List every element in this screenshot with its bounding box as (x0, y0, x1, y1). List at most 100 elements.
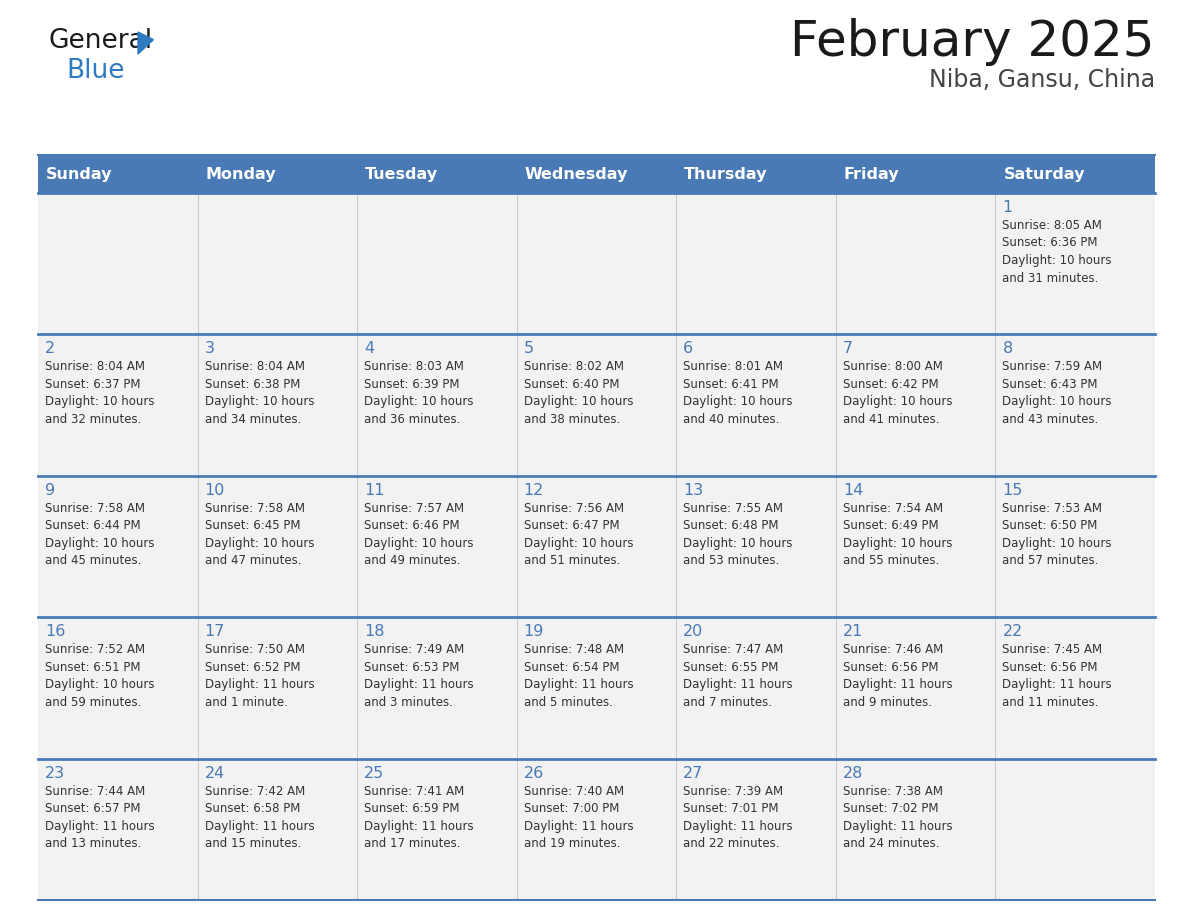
Bar (197, 193, 358, 334)
Text: 3: 3 (204, 341, 215, 356)
Bar (358, 617, 517, 758)
Text: Sunrise: 7:58 AM
Sunset: 6:44 PM
Daylight: 10 hours
and 45 minutes.: Sunrise: 7:58 AM Sunset: 6:44 PM Dayligh… (45, 502, 154, 567)
Bar (197, 155, 358, 193)
Bar (38, 193, 197, 334)
Text: Sunrise: 7:56 AM
Sunset: 6:47 PM
Daylight: 10 hours
and 51 minutes.: Sunrise: 7:56 AM Sunset: 6:47 PM Dayligh… (524, 502, 633, 567)
Bar (836, 758, 996, 900)
Bar (836, 617, 996, 758)
Text: 11: 11 (365, 483, 385, 498)
Bar (836, 334, 996, 476)
Text: Thursday: Thursday (684, 166, 767, 182)
Text: Sunday: Sunday (46, 166, 113, 182)
Bar (996, 193, 1155, 334)
Text: Niba, Gansu, China: Niba, Gansu, China (929, 68, 1155, 92)
Bar (38, 334, 197, 476)
Text: Sunrise: 7:41 AM
Sunset: 6:59 PM
Daylight: 11 hours
and 17 minutes.: Sunrise: 7:41 AM Sunset: 6:59 PM Dayligh… (365, 785, 474, 850)
Bar (517, 193, 676, 334)
Text: 26: 26 (524, 766, 544, 780)
Bar (676, 476, 836, 617)
Text: Sunrise: 7:55 AM
Sunset: 6:48 PM
Daylight: 10 hours
and 53 minutes.: Sunrise: 7:55 AM Sunset: 6:48 PM Dayligh… (683, 502, 792, 567)
Text: 9: 9 (45, 483, 55, 498)
Text: February 2025: February 2025 (790, 18, 1155, 66)
Text: 19: 19 (524, 624, 544, 639)
Text: Sunrise: 7:59 AM
Sunset: 6:43 PM
Daylight: 10 hours
and 43 minutes.: Sunrise: 7:59 AM Sunset: 6:43 PM Dayligh… (1003, 361, 1112, 426)
Bar (358, 476, 517, 617)
Text: Sunrise: 7:53 AM
Sunset: 6:50 PM
Daylight: 10 hours
and 57 minutes.: Sunrise: 7:53 AM Sunset: 6:50 PM Dayligh… (1003, 502, 1112, 567)
Text: 22: 22 (1003, 624, 1023, 639)
Bar (836, 155, 996, 193)
Text: Sunrise: 7:48 AM
Sunset: 6:54 PM
Daylight: 11 hours
and 5 minutes.: Sunrise: 7:48 AM Sunset: 6:54 PM Dayligh… (524, 644, 633, 709)
Text: Sunrise: 7:57 AM
Sunset: 6:46 PM
Daylight: 10 hours
and 49 minutes.: Sunrise: 7:57 AM Sunset: 6:46 PM Dayligh… (365, 502, 474, 567)
Bar (38, 476, 197, 617)
Bar (358, 193, 517, 334)
Bar (197, 617, 358, 758)
Text: Sunrise: 8:00 AM
Sunset: 6:42 PM
Daylight: 10 hours
and 41 minutes.: Sunrise: 8:00 AM Sunset: 6:42 PM Dayligh… (842, 361, 953, 426)
Text: Blue: Blue (67, 58, 125, 84)
Bar (197, 758, 358, 900)
Text: 13: 13 (683, 483, 703, 498)
Bar (676, 193, 836, 334)
Bar (836, 476, 996, 617)
Text: Sunrise: 7:52 AM
Sunset: 6:51 PM
Daylight: 10 hours
and 59 minutes.: Sunrise: 7:52 AM Sunset: 6:51 PM Dayligh… (45, 644, 154, 709)
Bar (358, 758, 517, 900)
Text: 17: 17 (204, 624, 225, 639)
Bar (517, 617, 676, 758)
Bar (996, 155, 1155, 193)
Bar (836, 193, 996, 334)
Bar (358, 155, 517, 193)
Bar (38, 758, 197, 900)
Text: Monday: Monday (206, 166, 276, 182)
Bar (517, 155, 676, 193)
Text: Sunrise: 7:45 AM
Sunset: 6:56 PM
Daylight: 11 hours
and 11 minutes.: Sunrise: 7:45 AM Sunset: 6:56 PM Dayligh… (1003, 644, 1112, 709)
Text: Sunrise: 8:03 AM
Sunset: 6:39 PM
Daylight: 10 hours
and 36 minutes.: Sunrise: 8:03 AM Sunset: 6:39 PM Dayligh… (365, 361, 474, 426)
Bar (996, 334, 1155, 476)
Text: Sunrise: 7:38 AM
Sunset: 7:02 PM
Daylight: 11 hours
and 24 minutes.: Sunrise: 7:38 AM Sunset: 7:02 PM Dayligh… (842, 785, 953, 850)
Text: Friday: Friday (843, 166, 899, 182)
Bar (676, 155, 836, 193)
Bar (517, 476, 676, 617)
Bar (676, 617, 836, 758)
Text: 7: 7 (842, 341, 853, 356)
Text: Sunrise: 7:40 AM
Sunset: 7:00 PM
Daylight: 11 hours
and 19 minutes.: Sunrise: 7:40 AM Sunset: 7:00 PM Dayligh… (524, 785, 633, 850)
Text: Tuesday: Tuesday (365, 166, 438, 182)
Text: 12: 12 (524, 483, 544, 498)
Text: 28: 28 (842, 766, 864, 780)
Bar (38, 155, 197, 193)
Text: 21: 21 (842, 624, 864, 639)
Text: 23: 23 (45, 766, 65, 780)
Text: 10: 10 (204, 483, 225, 498)
Text: Sunrise: 7:44 AM
Sunset: 6:57 PM
Daylight: 11 hours
and 13 minutes.: Sunrise: 7:44 AM Sunset: 6:57 PM Dayligh… (45, 785, 154, 850)
Text: Sunrise: 7:39 AM
Sunset: 7:01 PM
Daylight: 11 hours
and 22 minutes.: Sunrise: 7:39 AM Sunset: 7:01 PM Dayligh… (683, 785, 792, 850)
Text: 18: 18 (365, 624, 385, 639)
Text: 6: 6 (683, 341, 694, 356)
Text: 20: 20 (683, 624, 703, 639)
Bar (517, 758, 676, 900)
Text: 2: 2 (45, 341, 55, 356)
Text: General: General (48, 28, 152, 54)
Bar (996, 617, 1155, 758)
Text: Sunrise: 7:47 AM
Sunset: 6:55 PM
Daylight: 11 hours
and 7 minutes.: Sunrise: 7:47 AM Sunset: 6:55 PM Dayligh… (683, 644, 792, 709)
Text: 16: 16 (45, 624, 65, 639)
Text: 5: 5 (524, 341, 533, 356)
Text: 27: 27 (683, 766, 703, 780)
Text: 14: 14 (842, 483, 864, 498)
Bar (38, 617, 197, 758)
Text: 25: 25 (365, 766, 385, 780)
Bar (197, 476, 358, 617)
Text: Wednesday: Wednesday (525, 166, 628, 182)
Text: 24: 24 (204, 766, 225, 780)
Text: Saturday: Saturday (1004, 166, 1085, 182)
Text: Sunrise: 8:04 AM
Sunset: 6:38 PM
Daylight: 10 hours
and 34 minutes.: Sunrise: 8:04 AM Sunset: 6:38 PM Dayligh… (204, 361, 314, 426)
Bar (358, 334, 517, 476)
Text: Sunrise: 7:50 AM
Sunset: 6:52 PM
Daylight: 11 hours
and 1 minute.: Sunrise: 7:50 AM Sunset: 6:52 PM Dayligh… (204, 644, 314, 709)
Text: Sunrise: 7:54 AM
Sunset: 6:49 PM
Daylight: 10 hours
and 55 minutes.: Sunrise: 7:54 AM Sunset: 6:49 PM Dayligh… (842, 502, 953, 567)
Bar (996, 476, 1155, 617)
Bar (197, 334, 358, 476)
Bar (676, 334, 836, 476)
Text: Sunrise: 8:02 AM
Sunset: 6:40 PM
Daylight: 10 hours
and 38 minutes.: Sunrise: 8:02 AM Sunset: 6:40 PM Dayligh… (524, 361, 633, 426)
Text: Sunrise: 7:46 AM
Sunset: 6:56 PM
Daylight: 11 hours
and 9 minutes.: Sunrise: 7:46 AM Sunset: 6:56 PM Dayligh… (842, 644, 953, 709)
Text: Sunrise: 8:01 AM
Sunset: 6:41 PM
Daylight: 10 hours
and 40 minutes.: Sunrise: 8:01 AM Sunset: 6:41 PM Dayligh… (683, 361, 792, 426)
Bar (517, 334, 676, 476)
Text: Sunrise: 7:49 AM
Sunset: 6:53 PM
Daylight: 11 hours
and 3 minutes.: Sunrise: 7:49 AM Sunset: 6:53 PM Dayligh… (365, 644, 474, 709)
Text: 15: 15 (1003, 483, 1023, 498)
